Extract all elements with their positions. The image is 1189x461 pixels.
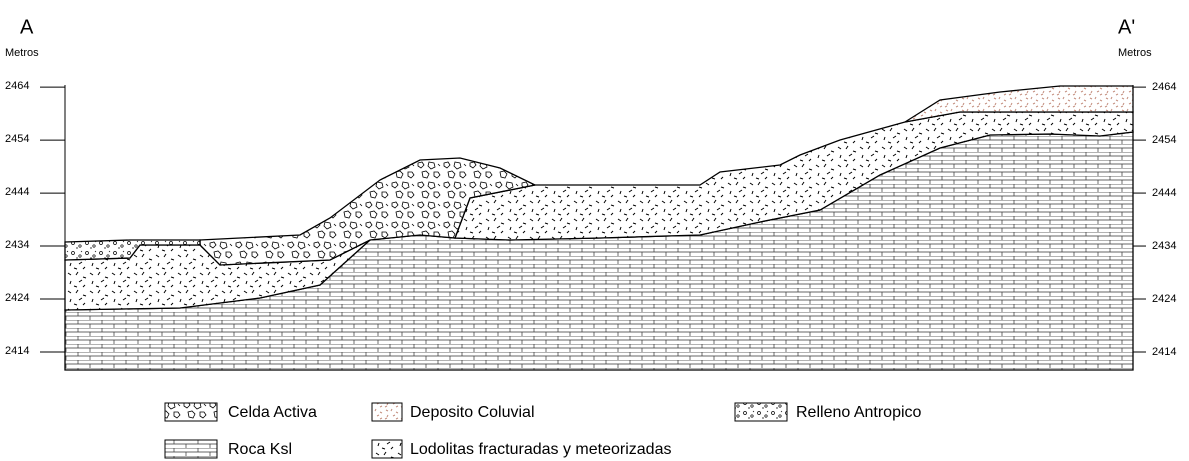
- legend-swatch: [164, 439, 218, 459]
- y-tick-label: 2434: [1152, 240, 1176, 252]
- y-tick-label: 2444: [1152, 187, 1176, 199]
- relleno-layer: [64, 239, 201, 261]
- legend-label: Lodolitas fracturadas y meteorizadas: [410, 441, 671, 458]
- y-tick-label: 2414: [1152, 346, 1176, 358]
- coluvial-layer: [904, 85, 1134, 123]
- unit-label: Metros: [1118, 47, 1152, 59]
- y-tick-label: 2454: [5, 133, 29, 145]
- legend-swatch: [371, 402, 403, 422]
- legend-swatch: [371, 439, 403, 459]
- y-tick-label: 2454: [1152, 134, 1176, 146]
- legend-label: Celda Activa: [228, 404, 317, 421]
- unit-label: Metros: [5, 47, 39, 59]
- y-tick-label: 2464: [5, 80, 29, 92]
- legend: Celda Activa Deposito Coluvial Relleno A…: [164, 402, 922, 459]
- y-tick-label: 2414: [5, 345, 29, 357]
- celda-layer: [199, 157, 538, 266]
- legend-label: Roca Ksl: [228, 441, 292, 458]
- legend-swatch: [734, 402, 788, 422]
- y-tick-label: 2424: [1152, 293, 1176, 305]
- layers: [64, 85, 1134, 371]
- legend-swatch: [164, 402, 218, 422]
- y-tick-label: 2464: [1152, 81, 1176, 93]
- y-tick-label: 2444: [5, 186, 29, 198]
- y-tick-label: 2434: [5, 239, 29, 251]
- section-start-label: A: [20, 16, 34, 38]
- legend-label: Relleno Antropico: [796, 404, 922, 421]
- y-tick-label: 2424: [5, 292, 29, 304]
- legend-label: Deposito Coluvial: [410, 404, 535, 421]
- section-end-label: A': [1118, 16, 1135, 38]
